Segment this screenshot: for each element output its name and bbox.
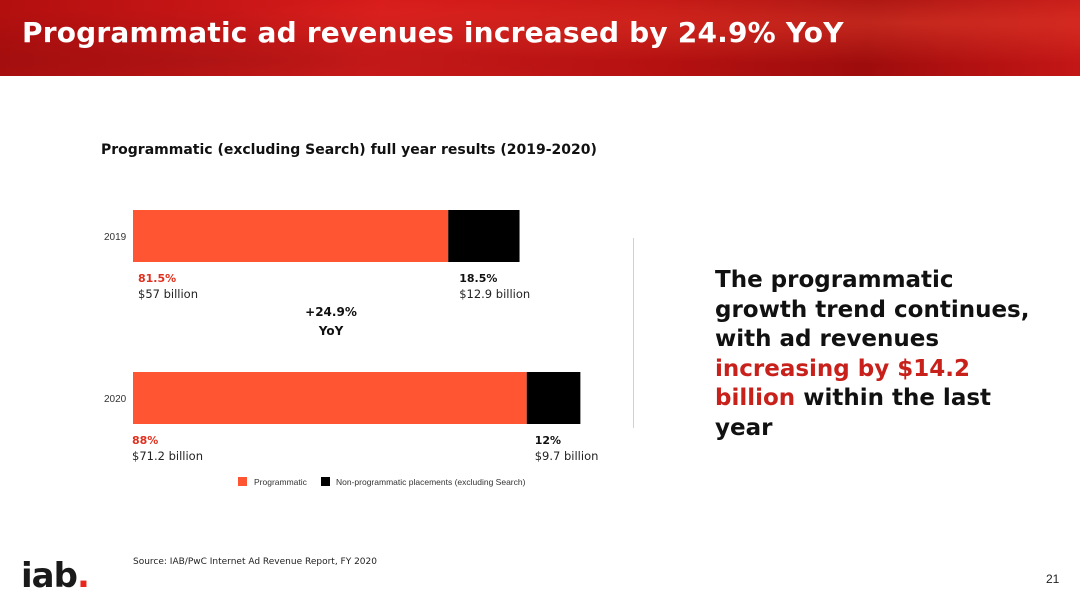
key-takeaway: The programmatic growth trend continues,… [715, 266, 1045, 443]
source-note: Source: IAB/PwC Internet Ad Revenue Repo… [133, 557, 377, 567]
category-label-2019: 2019 [104, 232, 127, 243]
pct-label-programmatic-2019: 81.5% [138, 272, 176, 285]
bar-programmatic-2020 [133, 372, 527, 424]
logo-text: iab [21, 556, 78, 596]
page-number: 21 [1046, 572, 1060, 586]
yoy-annotation-label: YoY [318, 324, 344, 338]
legend-label-nonprogrammatic: Non-programmatic placements (excluding S… [336, 477, 526, 487]
logo-dot: . [76, 556, 90, 596]
legend-swatch-nonprogrammatic [321, 477, 330, 486]
value-label-programmatic-2020: $71.2 billion [132, 449, 203, 463]
pct-label-nonprogrammatic-2020: 12% [535, 434, 561, 447]
iab-logo: iab. [21, 556, 90, 596]
takeaway-text-1: The programmatic growth trend continues,… [715, 267, 1030, 352]
bar-nonprogrammatic-2019 [448, 210, 520, 262]
page-title: Programmatic ad revenues increased by 24… [22, 16, 844, 49]
takeaway-highlight: increasing by $14.2 billion [715, 355, 970, 412]
vertical-divider [633, 238, 634, 428]
legend-label-programmatic: Programmatic [254, 477, 308, 487]
pct-label-programmatic-2020: 88% [132, 434, 158, 447]
value-label-nonprogrammatic-2019: $12.9 billion [459, 287, 530, 301]
header-banner: Programmatic ad revenues increased by 24… [0, 0, 1080, 76]
value-label-programmatic-2019: $57 billion [138, 287, 198, 301]
bar-programmatic-2019 [133, 210, 449, 262]
value-label-nonprogrammatic-2020: $9.7 billion [535, 449, 599, 463]
yoy-annotation-value: +24.9% [305, 305, 357, 319]
bar-nonprogrammatic-2020 [526, 372, 581, 424]
legend-swatch-programmatic [238, 477, 247, 486]
category-label-2020: 2020 [104, 394, 127, 405]
takeaway-text-2: within the last year [715, 385, 992, 441]
chart-title: Programmatic (excluding Search) full yea… [101, 142, 597, 158]
pct-label-nonprogrammatic-2019: 18.5% [459, 272, 497, 285]
